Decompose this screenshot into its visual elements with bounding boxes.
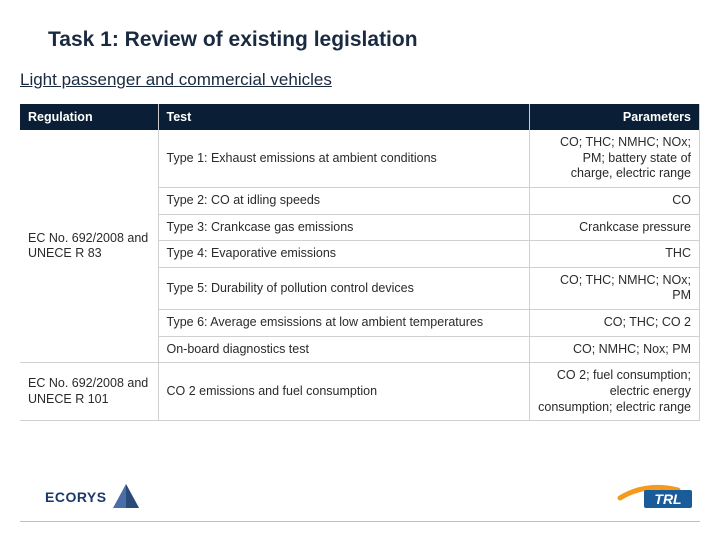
ecorys-logo: ECORYS (45, 482, 141, 512)
footer: ECORYS TRL (0, 472, 720, 512)
test-cell: Type 2: CO at idling speeds (158, 187, 530, 214)
triangle-icon (111, 482, 141, 512)
test-cell: Type 5: Durability of pollution control … (158, 267, 530, 309)
col-test: Test (158, 104, 530, 130)
test-cell: Type 3: Crankcase gas emissions (158, 214, 530, 241)
params-cell: Crankcase pressure (530, 214, 700, 241)
test-cell: Type 6: Average emsissions at low ambien… (158, 310, 530, 337)
col-parameters: Parameters (530, 104, 700, 130)
params-cell: CO; THC; NMHC; NOx; PM; battery state of… (530, 130, 700, 187)
params-cell: CO (530, 187, 700, 214)
footer-rule (20, 521, 700, 522)
trl-logo: TRL (616, 478, 694, 512)
page-title: Task 1: Review of existing legislation (48, 28, 700, 52)
regulation-cell: EC No. 692/2008 and UNECE R 101 (20, 363, 158, 421)
table-row: EC No. 692/2008 and UNECE R 101 CO 2 emi… (20, 363, 700, 421)
test-cell: Type 4: Evaporative emissions (158, 241, 530, 268)
test-cell: On-board diagnostics test (158, 336, 530, 363)
params-cell: THC (530, 241, 700, 268)
ecorys-logo-text: ECORYS (45, 489, 107, 505)
col-regulation: Regulation (20, 104, 158, 130)
regulation-cell: EC No. 692/2008 and UNECE R 83 (20, 130, 158, 363)
params-cell: CO 2; fuel consumption; electric energy … (530, 363, 700, 421)
legislation-table: Regulation Test Parameters EC No. 692/20… (20, 104, 700, 421)
page-subtitle: Light passenger and commercial vehicles (20, 70, 700, 90)
params-cell: CO; THC; NMHC; NOx; PM (530, 267, 700, 309)
table-row: EC No. 692/2008 and UNECE R 83 Type 1: E… (20, 130, 700, 187)
params-cell: CO; THC; CO 2 (530, 310, 700, 337)
params-cell: CO; NMHC; Nox; PM (530, 336, 700, 363)
svg-text:TRL: TRL (654, 491, 681, 507)
test-cell: Type 1: Exhaust emissions at ambient con… (158, 130, 530, 187)
test-cell: CO 2 emissions and fuel consumption (158, 363, 530, 421)
